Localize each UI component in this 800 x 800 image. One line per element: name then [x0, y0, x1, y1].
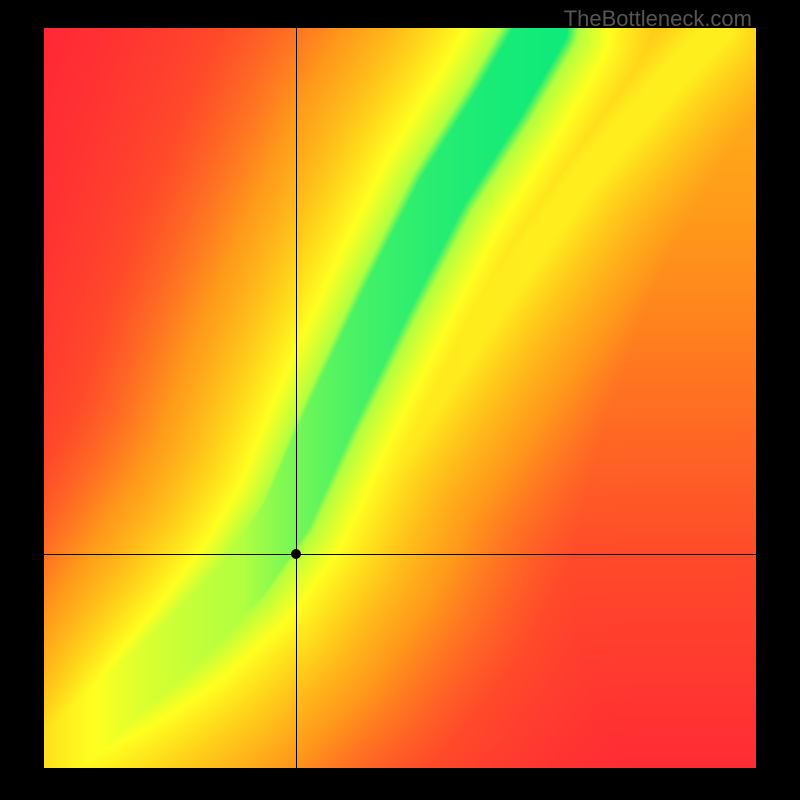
chart-container: TheBottleneck.com [0, 0, 800, 800]
heatmap-plot [44, 28, 756, 768]
crosshair-marker [291, 549, 301, 559]
heatmap-canvas [44, 28, 756, 768]
crosshair-vertical [296, 28, 297, 768]
crosshair-horizontal [44, 554, 756, 555]
watermark-text: TheBottleneck.com [564, 6, 752, 32]
